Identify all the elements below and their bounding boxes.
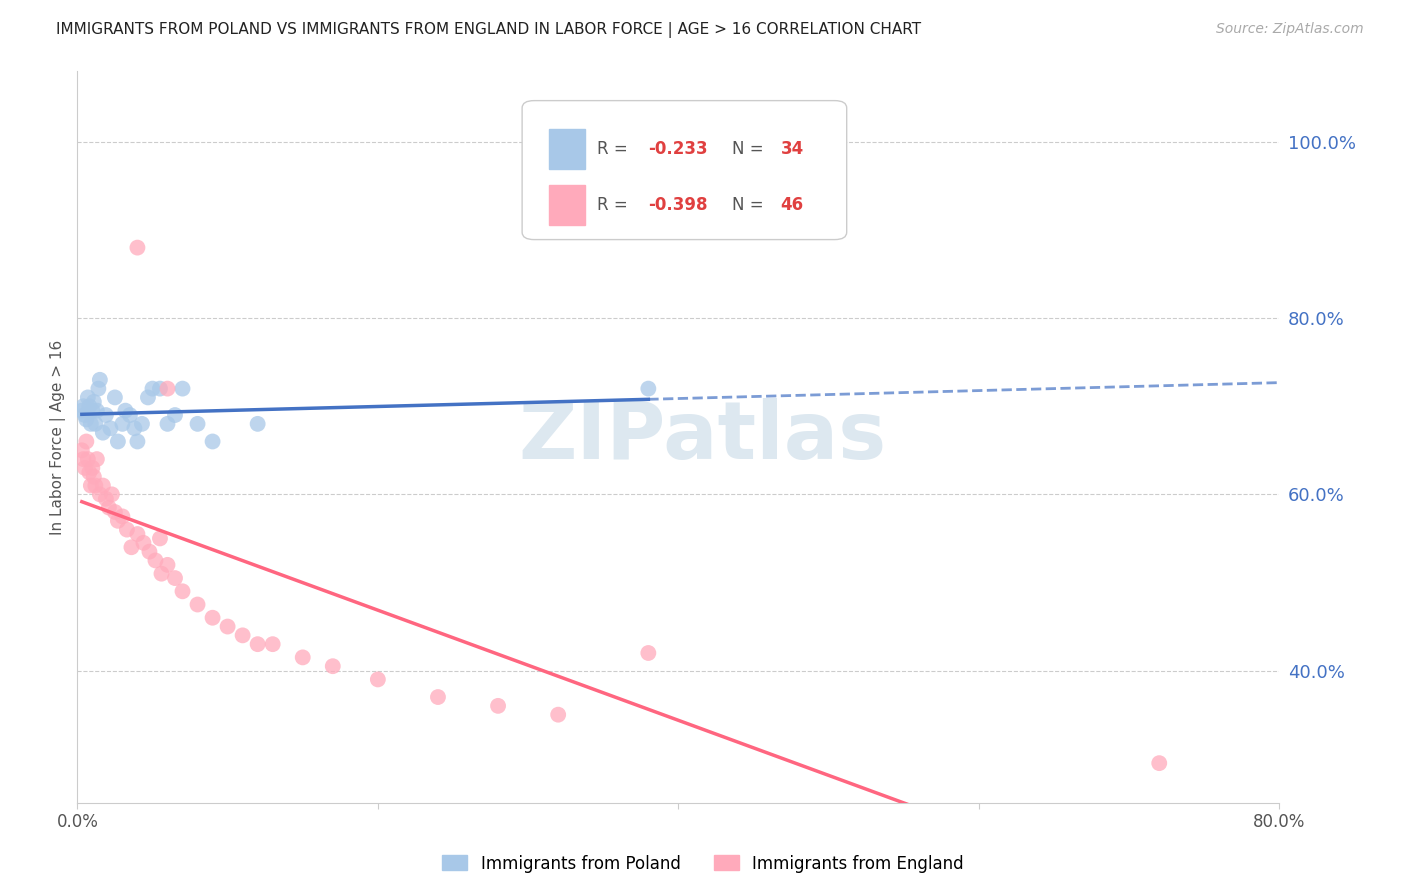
Point xyxy=(246,637,269,651)
Point xyxy=(547,707,569,722)
Bar xyxy=(548,128,585,169)
Point xyxy=(127,241,149,255)
Point xyxy=(115,523,138,537)
Point xyxy=(79,399,101,413)
Point xyxy=(104,505,127,519)
Point xyxy=(172,382,194,396)
Text: ZIPatlas: ZIPatlas xyxy=(519,398,887,476)
Text: Source: ZipAtlas.com: Source: ZipAtlas.com xyxy=(1216,22,1364,37)
Text: 46: 46 xyxy=(780,196,804,214)
Point xyxy=(76,452,98,467)
Point xyxy=(1149,756,1171,771)
Point xyxy=(141,382,163,396)
Point xyxy=(72,399,94,413)
Point xyxy=(367,673,389,687)
Point xyxy=(131,417,153,431)
Point xyxy=(94,491,117,506)
Point xyxy=(127,527,149,541)
Point xyxy=(427,690,450,704)
Point xyxy=(84,417,107,431)
Point xyxy=(156,558,179,572)
Point xyxy=(107,434,129,449)
Point xyxy=(172,584,194,599)
Point xyxy=(132,536,155,550)
Point xyxy=(86,403,108,417)
Point xyxy=(107,514,129,528)
Point xyxy=(70,403,93,417)
Point xyxy=(83,469,105,483)
Text: R =: R = xyxy=(596,196,633,214)
Point xyxy=(114,403,136,417)
Text: R =: R = xyxy=(596,140,633,158)
Point xyxy=(149,382,172,396)
Text: N =: N = xyxy=(733,140,769,158)
Point xyxy=(118,408,141,422)
Point xyxy=(486,698,509,713)
Legend: Immigrants from Poland, Immigrants from England: Immigrants from Poland, Immigrants from … xyxy=(436,848,970,880)
Text: N =: N = xyxy=(733,196,769,214)
Point xyxy=(201,611,224,625)
Point xyxy=(82,403,104,417)
Point xyxy=(104,391,127,405)
Point xyxy=(156,382,179,396)
Text: 34: 34 xyxy=(780,140,804,158)
Point xyxy=(111,509,134,524)
Point xyxy=(101,487,124,501)
Point xyxy=(80,478,103,492)
Point xyxy=(91,478,114,492)
Text: -0.233: -0.233 xyxy=(648,140,709,158)
Point xyxy=(127,434,149,449)
Bar xyxy=(548,185,585,225)
Point xyxy=(89,487,111,501)
Point xyxy=(201,434,224,449)
Point xyxy=(73,461,96,475)
Point xyxy=(111,417,134,431)
Point xyxy=(291,650,314,665)
Point xyxy=(100,421,122,435)
Point xyxy=(156,417,179,431)
Point xyxy=(75,412,97,426)
Point xyxy=(120,540,142,554)
Point xyxy=(187,417,209,431)
Point xyxy=(97,500,120,515)
Point xyxy=(89,373,111,387)
Point xyxy=(163,571,186,585)
Point xyxy=(70,443,93,458)
Point xyxy=(83,394,105,409)
Point xyxy=(136,391,159,405)
Point xyxy=(163,408,186,422)
Point xyxy=(75,434,97,449)
Point xyxy=(232,628,254,642)
Y-axis label: In Labor Force | Age > 16: In Labor Force | Age > 16 xyxy=(51,340,66,534)
Point xyxy=(637,382,659,396)
Point xyxy=(145,553,167,567)
Point xyxy=(86,452,108,467)
Point xyxy=(84,478,107,492)
Point xyxy=(73,408,96,422)
Point xyxy=(91,425,114,440)
Point xyxy=(262,637,284,651)
Point xyxy=(87,382,110,396)
Point xyxy=(94,408,117,422)
Point xyxy=(80,417,103,431)
Point xyxy=(124,421,146,435)
Point xyxy=(217,619,239,633)
Point xyxy=(149,532,172,546)
Text: IMMIGRANTS FROM POLAND VS IMMIGRANTS FROM ENGLAND IN LABOR FORCE | AGE > 16 CORR: IMMIGRANTS FROM POLAND VS IMMIGRANTS FRO… xyxy=(56,22,921,38)
Point xyxy=(79,466,101,480)
Point xyxy=(246,417,269,431)
Point xyxy=(72,452,94,467)
Point xyxy=(138,544,160,558)
Point xyxy=(76,391,98,405)
Point xyxy=(637,646,659,660)
Point xyxy=(82,461,104,475)
FancyBboxPatch shape xyxy=(522,101,846,240)
Point xyxy=(322,659,344,673)
Point xyxy=(150,566,173,581)
Text: -0.398: -0.398 xyxy=(648,196,707,214)
Point xyxy=(187,598,209,612)
